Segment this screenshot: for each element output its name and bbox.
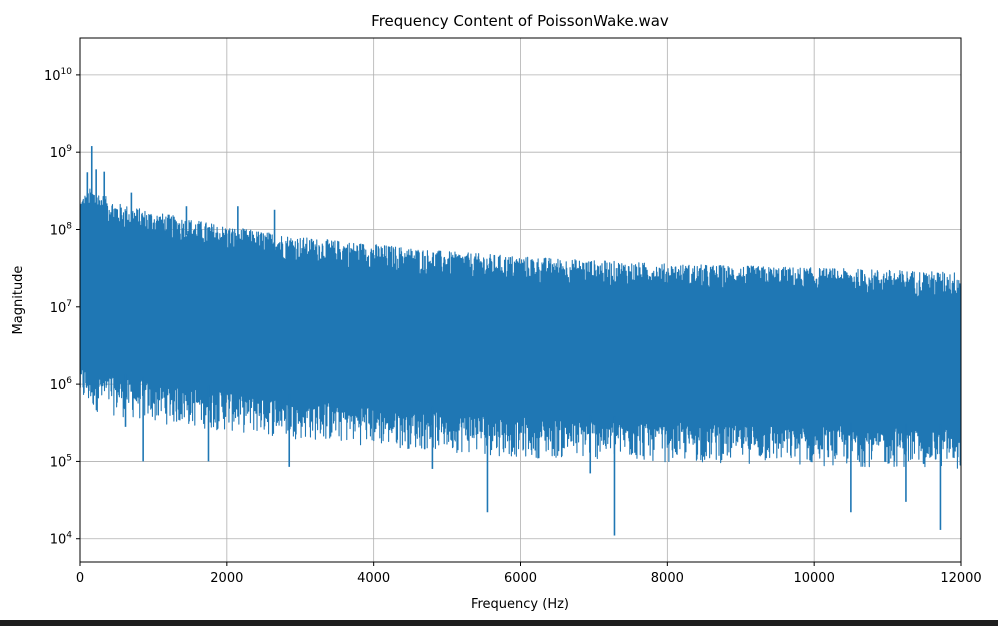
x-axis-label: Frequency (Hz) <box>471 597 569 612</box>
y-tick-base: 10 <box>50 378 67 393</box>
y-tick-base: 10 <box>44 69 61 84</box>
y-tick-label: 109 <box>50 144 73 161</box>
y-tick-base: 10 <box>50 223 67 238</box>
y-tick-label: 1010 <box>44 67 72 84</box>
y-tick-exponent: 8 <box>66 221 72 231</box>
x-axis: 0 2000 4000 6000 8000 10000 12000 <box>76 562 982 586</box>
y-axis-label: Magnitude <box>11 266 26 335</box>
x-tick-label: 2000 <box>210 571 243 586</box>
x-tick-label: 12000 <box>940 571 981 586</box>
x-tick-label: 4000 <box>357 571 390 586</box>
y-tick-label: 108 <box>50 221 73 238</box>
y-tick-exponent: 10 <box>61 67 73 77</box>
y-tick-exponent: 4 <box>66 531 72 541</box>
x-tick-label: 10000 <box>793 571 834 586</box>
y-tick-base: 10 <box>50 533 67 548</box>
y-tick-exponent: 5 <box>66 453 72 463</box>
y-tick-exponent: 6 <box>66 376 72 386</box>
y-tick-exponent: 7 <box>66 299 72 309</box>
y-tick-label: 107 <box>50 299 72 316</box>
chart-title: Frequency Content of PoissonWake.wav <box>371 12 669 30</box>
x-tick-label: 8000 <box>651 571 684 586</box>
x-tick-label: 6000 <box>504 571 537 586</box>
y-tick-label: 104 <box>50 531 73 548</box>
y-tick-exponent: 9 <box>66 144 72 154</box>
plot-area <box>80 146 961 536</box>
x-tick-label: 0 <box>76 571 84 586</box>
y-tick-base: 10 <box>50 301 67 316</box>
series-line <box>80 188 961 469</box>
y-tick-base: 10 <box>50 455 67 470</box>
y-tick-label: 105 <box>50 453 72 470</box>
y-tick-base: 10 <box>50 146 67 161</box>
y-tick-label: 106 <box>50 376 73 393</box>
